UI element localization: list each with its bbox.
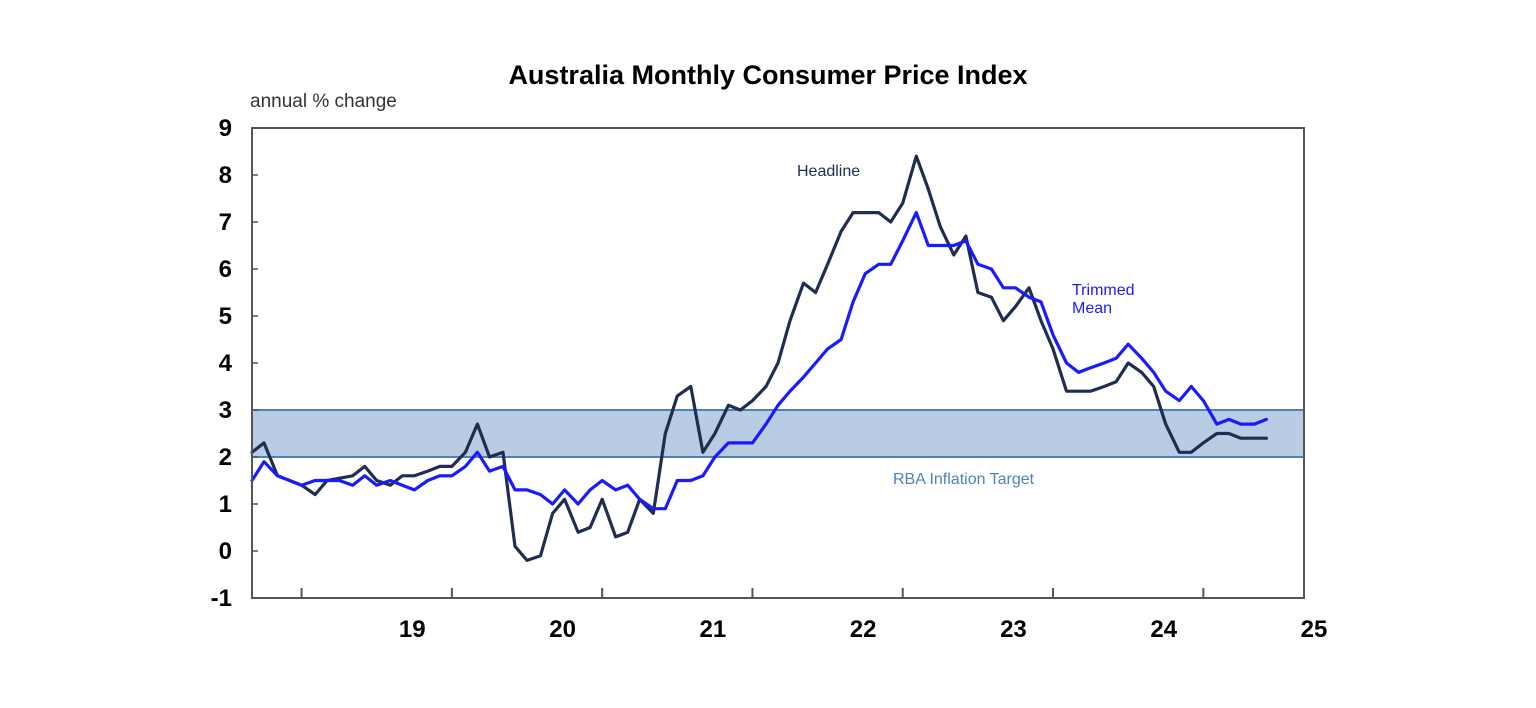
target-band-group — [252, 409, 1304, 458]
y-tick-label: 8 — [219, 162, 232, 189]
y-tick-label: -1 — [211, 585, 232, 612]
y-tick-label: 4 — [219, 350, 233, 377]
year-dividers — [300, 588, 1205, 598]
x-tick-label: 23 — [1000, 616, 1027, 643]
x-tick-label: 25 — [1301, 616, 1328, 643]
x-tick-label: 20 — [549, 616, 576, 643]
y-tick-label: 2 — [219, 444, 232, 471]
y-axis-label: annual % change — [250, 91, 397, 112]
series-line-trimmed-mean — [250, 211, 1268, 511]
y-tick-label: 5 — [219, 303, 232, 330]
y-tick-labels: 9 8 7 6 5 4 3 2 1 0 -1 — [211, 115, 258, 612]
trimmed-mean-label-line2: Mean — [1072, 300, 1112, 317]
x-tick-label: 22 — [850, 616, 877, 643]
headline-label: Headline — [797, 163, 860, 180]
series-group — [250, 154, 1268, 562]
y-tick-label: 7 — [219, 209, 232, 236]
y-tick-label: 6 — [219, 256, 232, 283]
x-tick-labels: 19 20 21 22 23 24 25 — [399, 616, 1327, 643]
series-line-headline — [250, 154, 1268, 562]
chart-title: Australia Monthly Consumer Price Index — [508, 60, 1027, 90]
x-tick-label: 21 — [700, 616, 727, 643]
rba-target-label: RBA Inflation Target — [893, 471, 1035, 488]
y-tick-label: 0 — [219, 538, 232, 565]
y-tick-label: 1 — [219, 491, 232, 518]
y-tick-label: 9 — [219, 115, 232, 142]
x-tick-label: 19 — [399, 616, 426, 643]
target-band-fill — [252, 410, 1304, 457]
y-tick-label: 3 — [219, 397, 232, 424]
trimmed-mean-label-line1: Trimmed — [1072, 282, 1135, 299]
x-tick-label: 24 — [1150, 616, 1177, 643]
